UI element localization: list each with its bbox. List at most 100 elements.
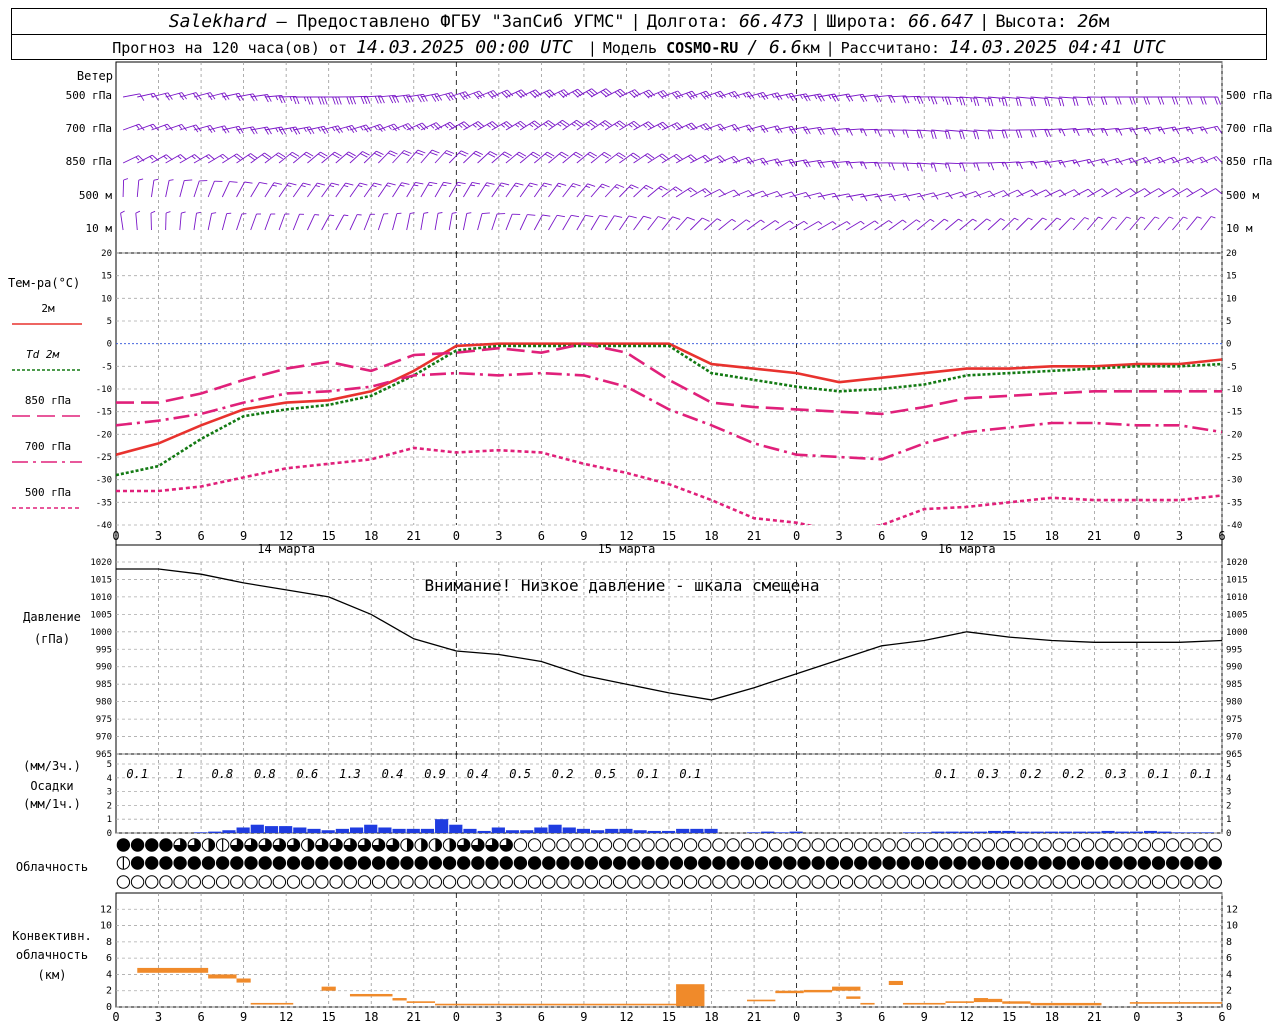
wind-barb-flag xyxy=(247,154,255,161)
wind-barb-staff xyxy=(250,213,257,231)
temp-tick-label-left: -5 xyxy=(101,362,112,372)
wind-barb-staff xyxy=(817,93,835,98)
wind-barb-flag xyxy=(181,211,186,214)
wind-barb-flag xyxy=(944,218,949,222)
precip-bar xyxy=(945,831,959,833)
wind-barb-staff xyxy=(1143,188,1159,198)
hour-tick-label-bottom: 18 xyxy=(1045,1010,1059,1024)
convective-bar xyxy=(676,984,705,1007)
wind-barb-flag xyxy=(789,220,794,224)
wind-barb-flag xyxy=(576,119,584,126)
wind-level-label-right: 500 гПа xyxy=(1226,89,1272,102)
wind-barb-staff xyxy=(987,190,1004,198)
wind-barb-flag xyxy=(135,124,140,129)
precip-bar xyxy=(193,832,208,833)
wind-barb-flag xyxy=(529,182,538,186)
wind-barb-flag xyxy=(671,124,676,129)
cloud-cover-symbol xyxy=(1095,856,1109,870)
wind-barb-flag xyxy=(1160,126,1166,135)
wind-barb-flag xyxy=(834,160,839,169)
cloud-cover-symbol xyxy=(627,875,641,889)
wind-barb-flag xyxy=(1114,128,1118,133)
wind-barb-flag xyxy=(1056,217,1062,221)
wind-barb-flag xyxy=(832,221,837,225)
precip-bar xyxy=(335,828,349,833)
temp-tick-label-right: 10 xyxy=(1226,294,1237,304)
wind-barb-flag xyxy=(233,155,241,161)
wind-barb-flag xyxy=(989,190,996,198)
cloud-cover-symbol xyxy=(1109,838,1123,852)
precip-bar xyxy=(208,831,222,833)
wind-barb-flag xyxy=(1213,157,1218,162)
wind-barb-flag xyxy=(976,131,980,140)
wind-barb-flag xyxy=(301,185,306,188)
cloud-cover-symbol xyxy=(839,856,854,870)
wind-barb-staff xyxy=(1001,217,1015,231)
cloud-cover-symbol xyxy=(1151,838,1166,852)
temp-tick-label-right: 15 xyxy=(1226,272,1237,282)
precip-bar xyxy=(690,828,704,833)
wind-barb-flag xyxy=(762,190,769,198)
cloud-cover-symbol xyxy=(655,838,669,852)
wind-barb-staff xyxy=(1186,188,1202,198)
cloud-cover-symbol xyxy=(1095,838,1109,852)
wind-barb-flag xyxy=(236,153,244,160)
wind-barb-staff xyxy=(406,213,411,231)
convective-bar xyxy=(406,1001,436,1003)
wind-barb-flag xyxy=(605,88,613,95)
wind-barb-staff xyxy=(165,92,183,98)
wind-barb-flag xyxy=(959,97,963,106)
wind-barb-flag xyxy=(657,216,666,220)
wind-barb-staff xyxy=(1058,189,1075,198)
hour-tick-label: 9 xyxy=(580,529,587,543)
convective-bar xyxy=(973,998,989,1003)
cloud-cover-symbol xyxy=(1052,875,1066,889)
wind-barb-flag xyxy=(177,155,182,160)
wind-barb-flag xyxy=(619,120,627,127)
cloud-cover-symbol xyxy=(400,856,414,870)
wind-barb-flag xyxy=(805,159,811,167)
cloud-cover-symbol xyxy=(825,875,840,889)
wind-barb-flag xyxy=(388,125,392,130)
cloud-cover-symbol xyxy=(740,838,754,852)
wind-barb-flag xyxy=(557,123,562,127)
pressure-warning: Внимание! Низкое давление - шкала смещен… xyxy=(425,576,820,595)
hour-tick-label: 12 xyxy=(279,529,293,543)
wind-barb-flag xyxy=(346,96,351,105)
wind-barb-flag xyxy=(461,122,468,129)
hour-tick-label-bottom: 21 xyxy=(407,1010,421,1024)
wind-barb-staff xyxy=(604,215,615,231)
wind-barb-staff xyxy=(1158,126,1175,131)
wind-barb-flag xyxy=(599,214,608,218)
wind-barb-flag xyxy=(393,123,400,131)
pressure-tick-right: 990 xyxy=(1226,663,1242,673)
precip-unit-3h: (мм/3ч.) xyxy=(23,759,81,773)
precip-bar xyxy=(1129,831,1144,833)
cloud-cover-symbol xyxy=(258,856,272,870)
wind-barb-flag xyxy=(289,153,298,159)
hour-tick-label: 18 xyxy=(1045,529,1059,543)
temp-tick-label-left: 0 xyxy=(107,340,112,350)
wind-barb-staff xyxy=(250,126,268,131)
wind-barb-flag xyxy=(902,163,905,168)
precip-bar xyxy=(349,827,364,833)
precip-bar xyxy=(1200,832,1214,833)
wind-barb-flag xyxy=(888,162,891,168)
wind-barb-flag xyxy=(295,126,301,135)
wind-barb-flag xyxy=(542,185,547,188)
hour-tick-label: 0 xyxy=(1133,529,1140,543)
wind-barb-flag xyxy=(291,151,300,157)
wind-barb-flag xyxy=(828,94,832,100)
wind-barb-flag xyxy=(530,153,539,159)
cloud-cover-symbol xyxy=(542,838,556,852)
wind-barb-staff xyxy=(420,213,425,231)
wind-barb-flag xyxy=(317,153,326,159)
wind-barb-flag xyxy=(259,181,268,185)
wind-barb-flag xyxy=(860,220,865,225)
pressure-tick-left: 975 xyxy=(96,715,112,725)
precip-title: Осадки xyxy=(30,779,73,793)
wind-barb-flag xyxy=(633,120,641,127)
wind-barb-staff xyxy=(775,220,790,231)
cloud-cover-symbol xyxy=(896,875,910,889)
wind-barb-staff xyxy=(803,221,819,231)
